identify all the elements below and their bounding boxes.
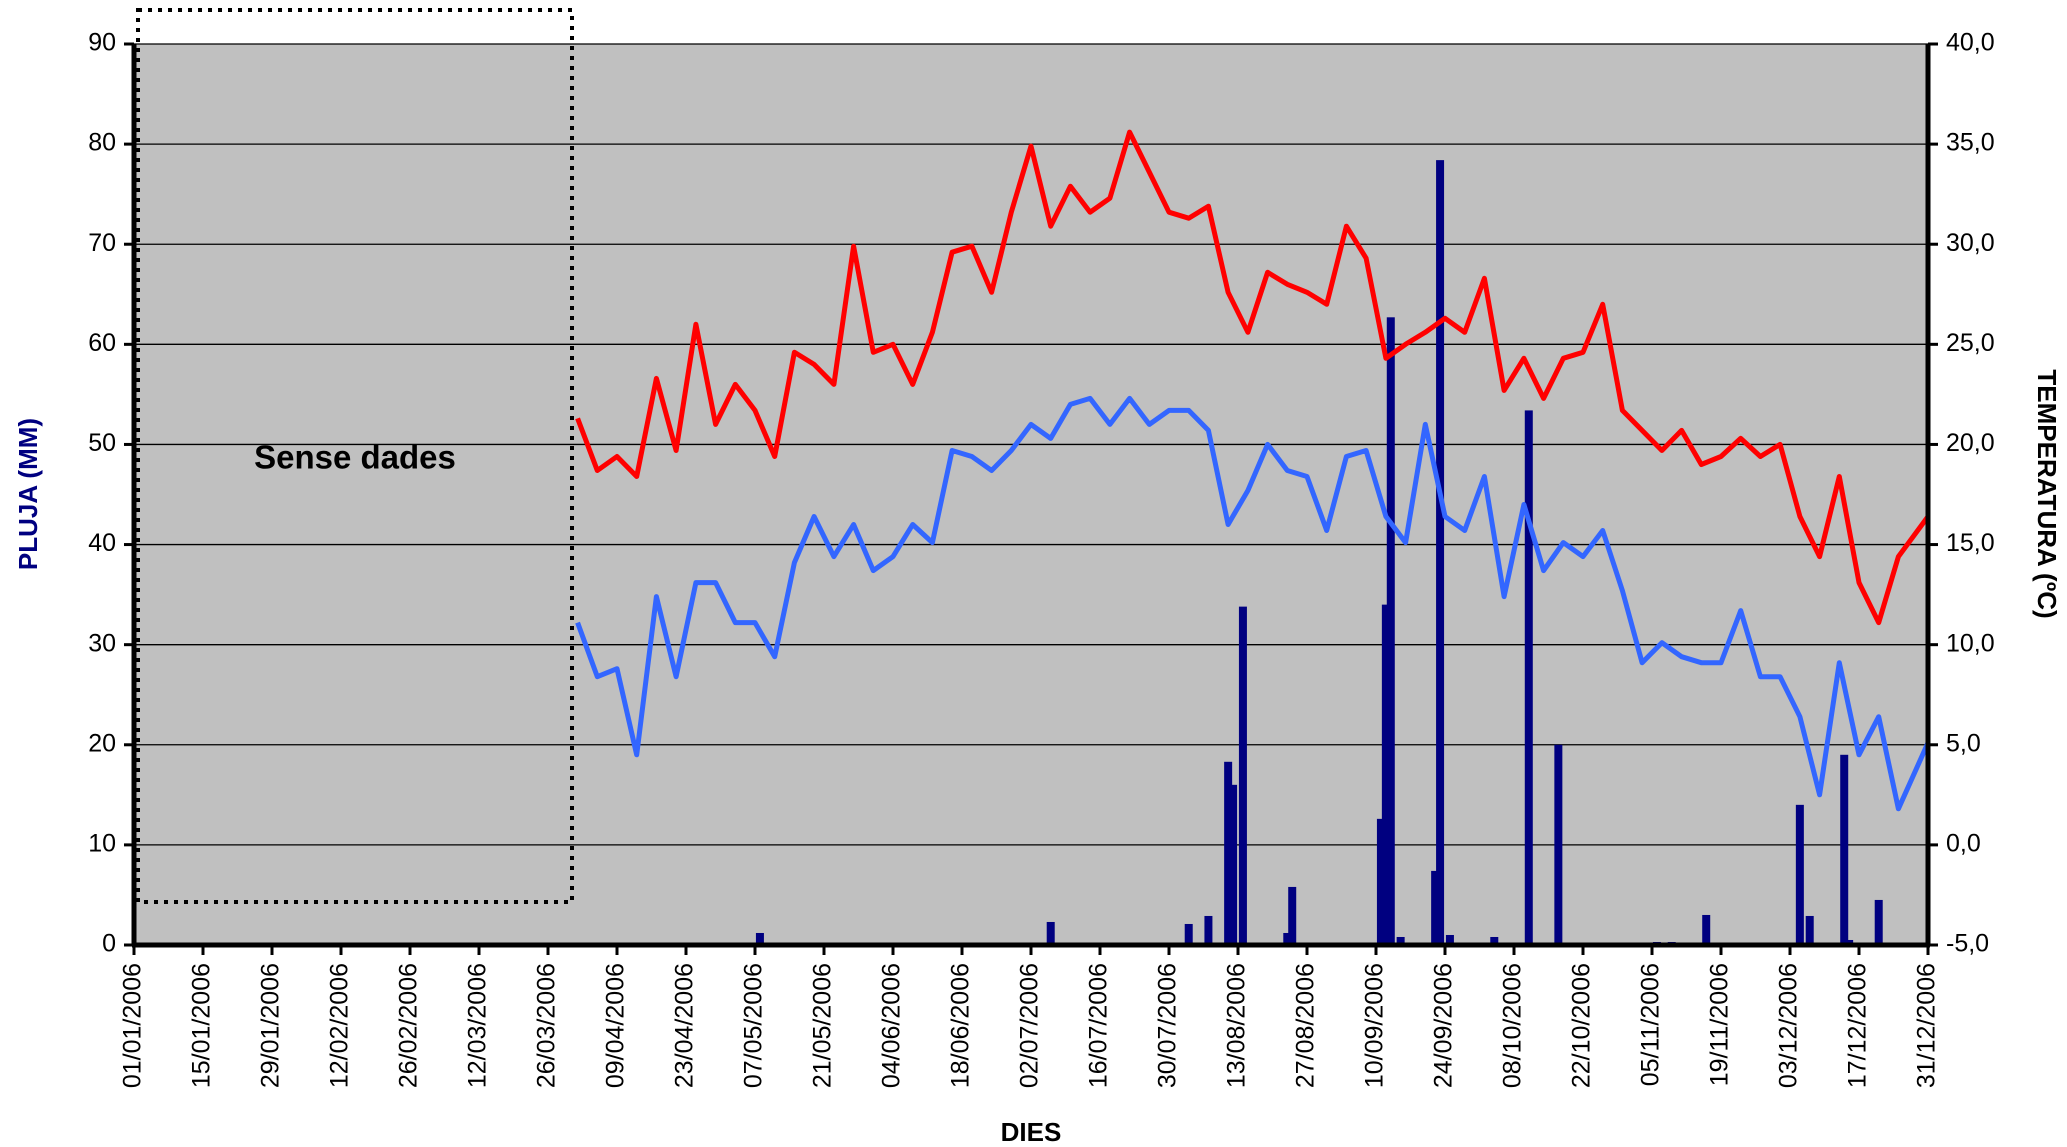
x-tick-label: 26/03/2006 (533, 963, 561, 1088)
temperature-lines (575, 129, 1931, 812)
rain-bar (1204, 915, 1213, 945)
x-tick-label: 08/10/2006 (1499, 963, 1527, 1088)
y2-tick-label: 10,0 (1946, 629, 1995, 657)
y2-tick-label: 25,0 (1946, 329, 1995, 357)
x-tick-label: 13/08/2006 (1223, 963, 1251, 1088)
x-tick-label: 30/07/2006 (1154, 963, 1182, 1088)
rain-bar (1396, 936, 1405, 945)
rain-bar (1702, 914, 1711, 945)
y-tick-label: 90 (88, 29, 116, 57)
y-tick-label: 70 (88, 229, 116, 257)
y2-tick-label: 20,0 (1946, 429, 1995, 457)
x-tick-label: 04/06/2006 (878, 963, 906, 1088)
x-tick-label: 26/02/2006 (395, 963, 423, 1088)
rain-bar (1381, 604, 1390, 945)
temperature-line (575, 395, 1931, 812)
y-tick-label: 20 (88, 729, 116, 757)
x-tick-label: 12/03/2006 (464, 963, 492, 1088)
x-tick-label: 09/04/2006 (602, 963, 630, 1088)
no-data-box (136, 8, 574, 904)
y-tick-label: 10 (88, 829, 116, 857)
x-tick-label: 15/01/2006 (188, 963, 216, 1088)
y2-tick-label: 30,0 (1946, 229, 1995, 257)
annotation: Sense dades (254, 439, 456, 476)
rain-bar (755, 932, 764, 945)
rain-bar (1840, 754, 1849, 945)
rain-bar (1229, 784, 1238, 945)
rain-bar (1524, 410, 1533, 945)
y-axis-title: PLUJA (MM) (13, 418, 43, 570)
x-tick-label: 22/10/2006 (1568, 963, 1596, 1088)
x-tick-label: 07/05/2006 (740, 963, 768, 1088)
x-tick-label: 24/09/2006 (1430, 963, 1458, 1088)
rain-bar (1386, 317, 1395, 945)
x-tick-label: 12/02/2006 (326, 963, 354, 1088)
rain-bar (1554, 744, 1563, 945)
rain-bar (1288, 886, 1297, 945)
rain-bar (1184, 923, 1193, 945)
x-tick-label: 01/01/2006 (119, 963, 147, 1088)
y2-tick-label: 40,0 (1946, 29, 1995, 57)
temperature-line (575, 129, 1931, 626)
rain-bar (1490, 936, 1499, 945)
y-tick-label: 60 (88, 329, 116, 357)
x-axis-title: DIES (1001, 1117, 1062, 1147)
y2-tick-label: 0,0 (1946, 829, 1981, 857)
y-tick-label: 40 (88, 529, 116, 557)
x-tick-label: 23/04/2006 (671, 963, 699, 1088)
rain-bar (1445, 934, 1454, 945)
y2-tick-label: 5,0 (1946, 729, 1981, 757)
x-tick-label: 03/12/2006 (1775, 963, 1803, 1088)
rain-bar (1874, 899, 1883, 945)
x-tick-label: 02/07/2006 (1016, 963, 1044, 1088)
rain-bar (1224, 761, 1233, 945)
rain-bar (1431, 870, 1440, 945)
y-tick-label: 50 (88, 429, 116, 457)
rain-bar (1436, 160, 1445, 945)
plot-area (134, 44, 1928, 945)
y2-tick-label: -5,0 (1946, 930, 1989, 958)
x-tick-label: 05/11/2006 (1637, 963, 1665, 1086)
rain-bar (1046, 921, 1055, 945)
x-tick-label: 27/08/2006 (1292, 963, 1320, 1088)
x-tick-label: 31/12/2006 (1913, 963, 1941, 1088)
x-tick-label: 18/06/2006 (947, 963, 975, 1088)
x-tick-label: 16/07/2006 (1085, 963, 1113, 1088)
y-tick-label: 80 (88, 129, 116, 157)
rain-bar (1845, 939, 1854, 945)
rain-bar (1238, 606, 1247, 945)
rain-bars (755, 160, 1913, 945)
y-tick-label: 30 (88, 629, 116, 657)
rain-bar (1283, 932, 1292, 945)
x-tick-label: 10/09/2006 (1361, 963, 1389, 1088)
y-tick-label: 0 (102, 930, 116, 958)
x-tick-label: 19/11/2006 (1706, 963, 1734, 1086)
x-tick-label: 17/12/2006 (1844, 963, 1872, 1088)
rain-bar (1805, 915, 1814, 945)
rain-bar (1795, 804, 1804, 945)
y2-tick-label: 15,0 (1946, 529, 1995, 557)
y2-tick-label: 35,0 (1946, 129, 1995, 157)
rain-bar (1376, 818, 1385, 945)
y2-axis-title: TEMPERATURA (ºC) (2032, 369, 2062, 618)
x-tick-label: 21/05/2006 (809, 963, 837, 1088)
x-tick-label: 29/01/2006 (257, 963, 285, 1088)
